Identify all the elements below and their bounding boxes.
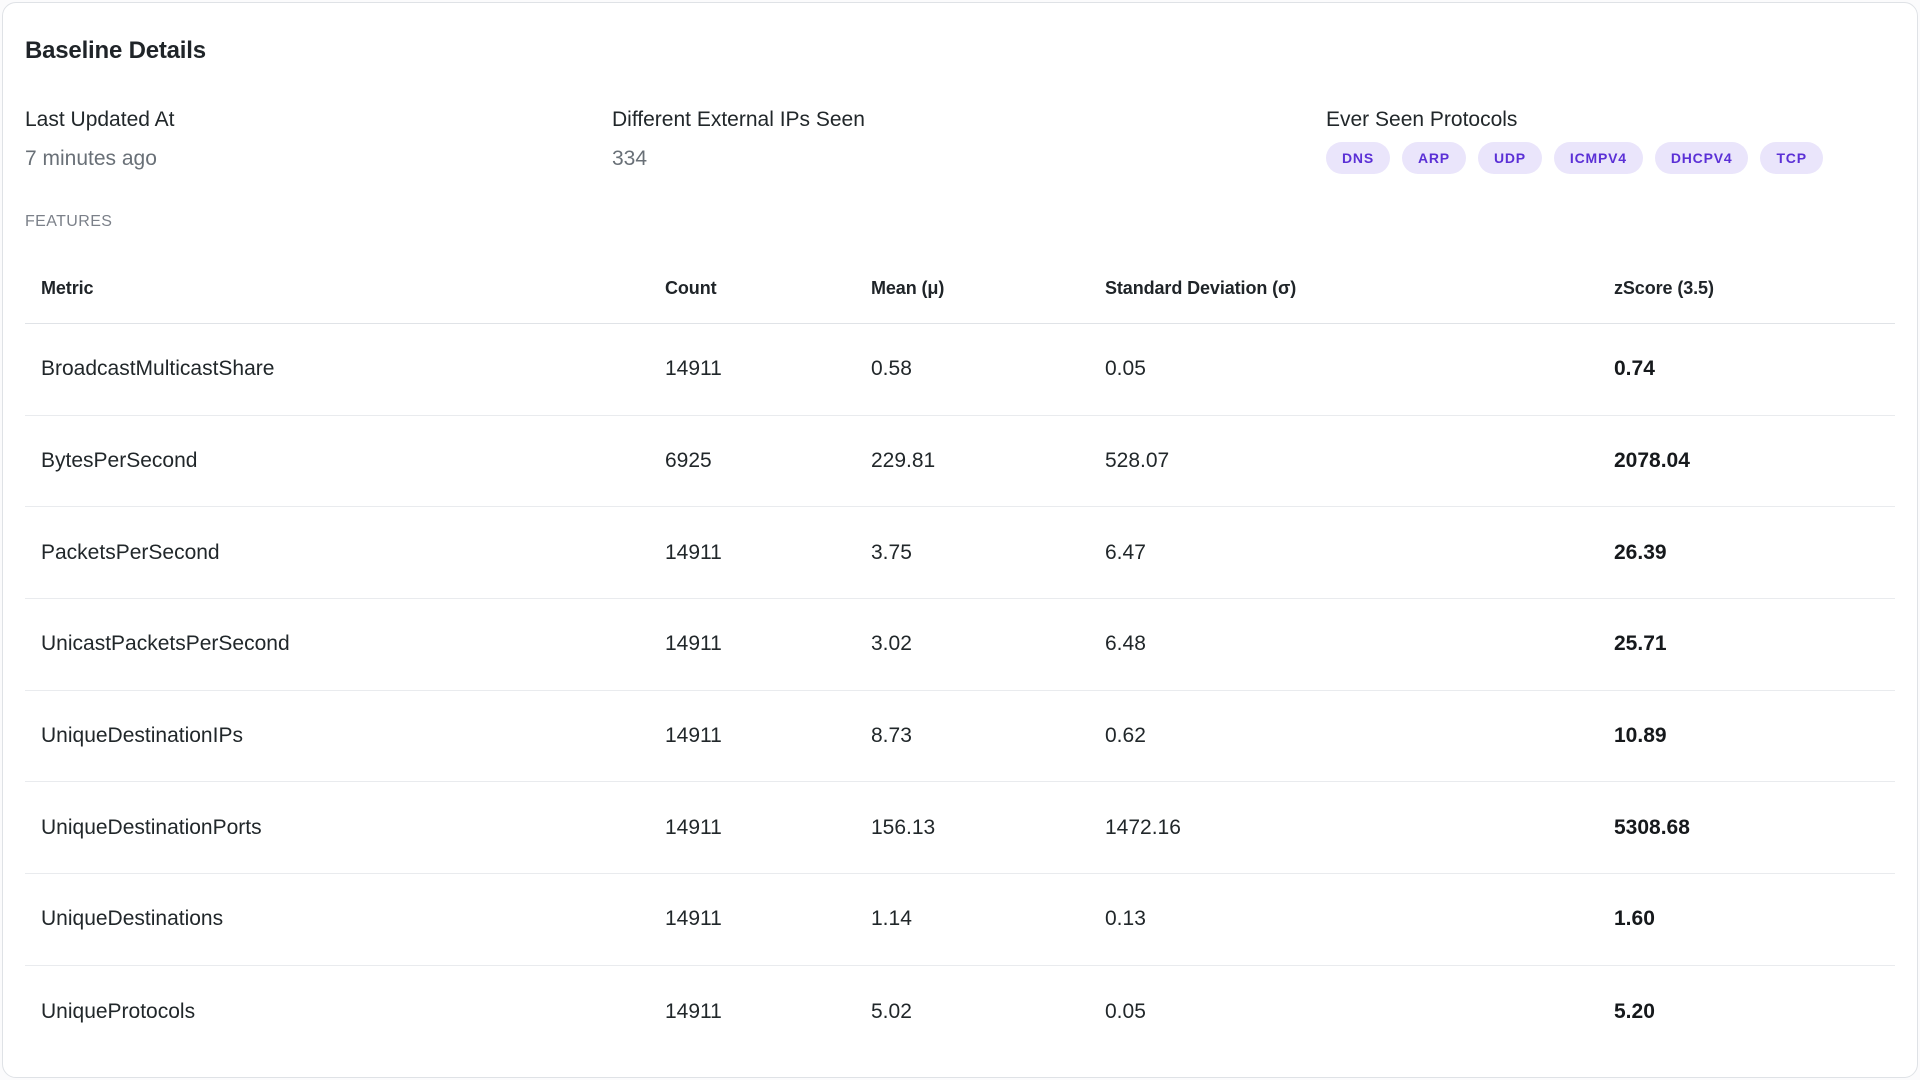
cell-metric: PacketsPerSecond: [41, 540, 220, 564]
external-ips-value: 334: [612, 147, 648, 170]
cell-count: 14911: [665, 999, 722, 1023]
cell-zscore: 1.60: [1614, 907, 1655, 931]
cell-mean: 5.02: [871, 999, 912, 1023]
protocols-block: Ever Seen Protocols DNS ARP UDP ICMPV4 D…: [1326, 107, 1895, 174]
cell-stddev: 1472.16: [1105, 815, 1181, 839]
cell-zscore: 5308.68: [1614, 815, 1690, 839]
protocol-badge-arp: ARP: [1401, 142, 1466, 174]
cell-mean: 8.73: [871, 724, 912, 748]
cell-mean: 3.75: [871, 540, 912, 564]
cell-count: 14911: [665, 540, 722, 564]
table-row: UnicastPacketsPerSecond 14911 3.02 6.48 …: [25, 599, 1895, 691]
cell-count: 6925: [665, 449, 712, 473]
page-title: Baseline Details: [25, 37, 206, 64]
protocol-badge-icmpv4: ICMPV4: [1553, 142, 1643, 174]
column-header-stddev: Standard Deviation (σ): [1105, 278, 1297, 298]
table-row: BroadcastMulticastShare 14911 0.58 0.05 …: [25, 324, 1895, 416]
table-row: UniqueDestinationPorts 14911 156.13 1472…: [25, 782, 1895, 875]
summary-info-row: Last Updated At 7 minutes ago Different …: [25, 107, 1895, 174]
cell-zscore: 2078.04: [1614, 449, 1690, 473]
cell-stddev: 6.47: [1105, 540, 1146, 564]
protocol-badge-dhcpv4: DHCPV4: [1654, 142, 1749, 174]
table-row: UniqueProtocols 14911 5.02 0.05 5.20: [25, 966, 1895, 1058]
cell-count: 14911: [665, 357, 722, 381]
cell-mean: 156.13: [871, 815, 936, 839]
cell-zscore: 26.39: [1614, 540, 1667, 564]
cell-count: 14911: [665, 724, 722, 748]
features-table-header: Metric Count Mean (μ) Standard Deviation…: [25, 254, 1895, 324]
column-header-metric: Metric: [41, 278, 94, 298]
protocol-badge-row: DNS ARP UDP ICMPV4 DHCPV4 TCP: [1326, 142, 1895, 174]
cell-metric: UniqueDestinations: [41, 907, 224, 931]
table-row: UniqueDestinations 14911 1.14 0.13 1.60: [25, 874, 1895, 966]
cell-stddev: 0.05: [1105, 357, 1146, 381]
protocol-badge-tcp: TCP: [1760, 142, 1823, 174]
last-updated-label: Last Updated At: [25, 108, 175, 131]
cell-count: 14911: [665, 632, 722, 656]
table-row: PacketsPerSecond 14911 3.75 6.47 26.39: [25, 507, 1895, 600]
column-header-count: Count: [665, 278, 717, 298]
cell-mean: 229.81: [871, 449, 936, 473]
column-header-mean: Mean (μ): [871, 278, 945, 298]
cell-metric: UnicastPacketsPerSecond: [41, 632, 290, 656]
cell-count: 14911: [665, 815, 722, 839]
cell-zscore: 10.89: [1614, 724, 1667, 748]
protocol-badge-udp: UDP: [1477, 142, 1542, 174]
cell-mean: 1.14: [871, 907, 912, 931]
cell-zscore: 5.20: [1614, 999, 1655, 1023]
protocols-label: Ever Seen Protocols: [1326, 108, 1518, 131]
cell-mean: 3.02: [871, 632, 912, 656]
cell-zscore: 25.71: [1614, 632, 1667, 656]
cell-stddev: 6.48: [1105, 632, 1146, 656]
last-updated-value: 7 minutes ago: [25, 147, 157, 170]
cell-stddev: 528.07: [1105, 449, 1170, 473]
cell-metric: UniqueDestinationPorts: [41, 815, 262, 839]
cell-zscore: 0.74: [1614, 357, 1655, 381]
protocol-badge-dns: DNS: [1326, 142, 1390, 174]
last-updated-block: Last Updated At 7 minutes ago: [25, 107, 612, 173]
features-section-label: FEATURES: [25, 213, 113, 230]
cell-metric: BroadcastMulticastShare: [41, 357, 275, 381]
cell-count: 14911: [665, 907, 722, 931]
table-row: BytesPerSecond 6925 229.81 528.07 2078.0…: [25, 416, 1895, 508]
cell-metric: UniqueDestinationIPs: [41, 724, 243, 748]
column-header-zscore: zScore (3.5): [1614, 278, 1714, 298]
cell-metric: UniqueProtocols: [41, 999, 196, 1023]
external-ips-block: Different External IPs Seen 334: [612, 107, 1326, 173]
cell-metric: BytesPerSecond: [41, 449, 198, 473]
cell-stddev: 0.62: [1105, 724, 1146, 748]
cell-stddev: 0.05: [1105, 999, 1146, 1023]
features-table: Metric Count Mean (μ) Standard Deviation…: [25, 254, 1895, 1058]
external-ips-label: Different External IPs Seen: [612, 108, 865, 131]
cell-mean: 0.58: [871, 357, 912, 381]
table-row: UniqueDestinationIPs 14911 8.73 0.62 10.…: [25, 691, 1895, 783]
cell-stddev: 0.13: [1105, 907, 1146, 931]
